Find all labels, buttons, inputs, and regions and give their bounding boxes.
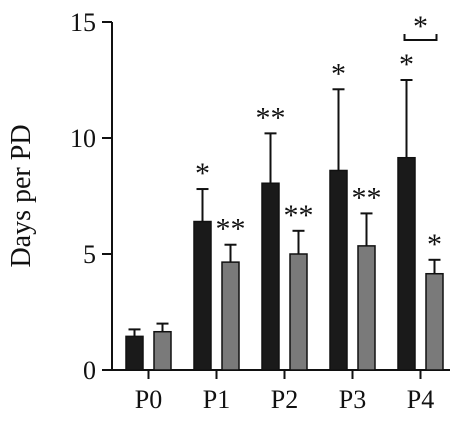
x-tick-label: P1	[203, 385, 230, 414]
comparison-bracket	[403, 34, 438, 41]
y-tick-label: 5	[83, 240, 96, 269]
comparison-label: *	[413, 10, 428, 43]
bar	[193, 220, 212, 371]
y-axis: 0 5 10 15 Days per PD	[6, 8, 113, 385]
comparison-brackets: *	[403, 10, 438, 43]
y-tick-label: 10	[70, 124, 96, 153]
x-tick-label: P2	[271, 385, 298, 414]
bar	[153, 330, 172, 371]
bar	[397, 156, 416, 371]
error-bars	[128, 79, 441, 337]
significance-label: **	[256, 101, 286, 134]
significance-label: *	[427, 228, 442, 261]
bars	[125, 156, 444, 371]
bar	[261, 182, 280, 371]
significance-labels: ************	[195, 48, 442, 261]
significance-label: *	[399, 48, 414, 81]
bar	[289, 253, 308, 371]
significance-label: **	[352, 181, 382, 214]
x-axis: P0 P1 P2 P3 P4	[112, 369, 450, 414]
significance-label: *	[331, 57, 346, 90]
y-tick-label: 15	[70, 8, 96, 37]
y-tick-label: 0	[83, 356, 96, 385]
x-tick-label: P3	[339, 385, 366, 414]
bar	[221, 261, 240, 371]
significance-label: **	[284, 199, 314, 232]
significance-label: **	[216, 213, 246, 246]
y-axis-title: Days per PD	[6, 124, 37, 267]
x-tick-label: P0	[135, 385, 162, 414]
bar	[329, 169, 348, 371]
bar	[125, 335, 144, 371]
significance-label: *	[195, 157, 210, 190]
bar	[357, 245, 376, 371]
bar	[425, 272, 444, 371]
x-tick-label: P4	[407, 385, 434, 414]
